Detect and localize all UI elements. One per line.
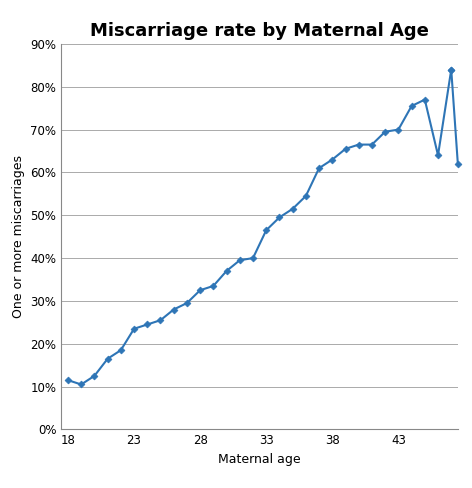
Y-axis label: One or more miscarriages: One or more miscarriages bbox=[12, 155, 25, 318]
X-axis label: Maternal age: Maternal age bbox=[218, 453, 301, 466]
Title: Miscarriage rate by Maternal Age: Miscarriage rate by Maternal Age bbox=[90, 21, 429, 40]
